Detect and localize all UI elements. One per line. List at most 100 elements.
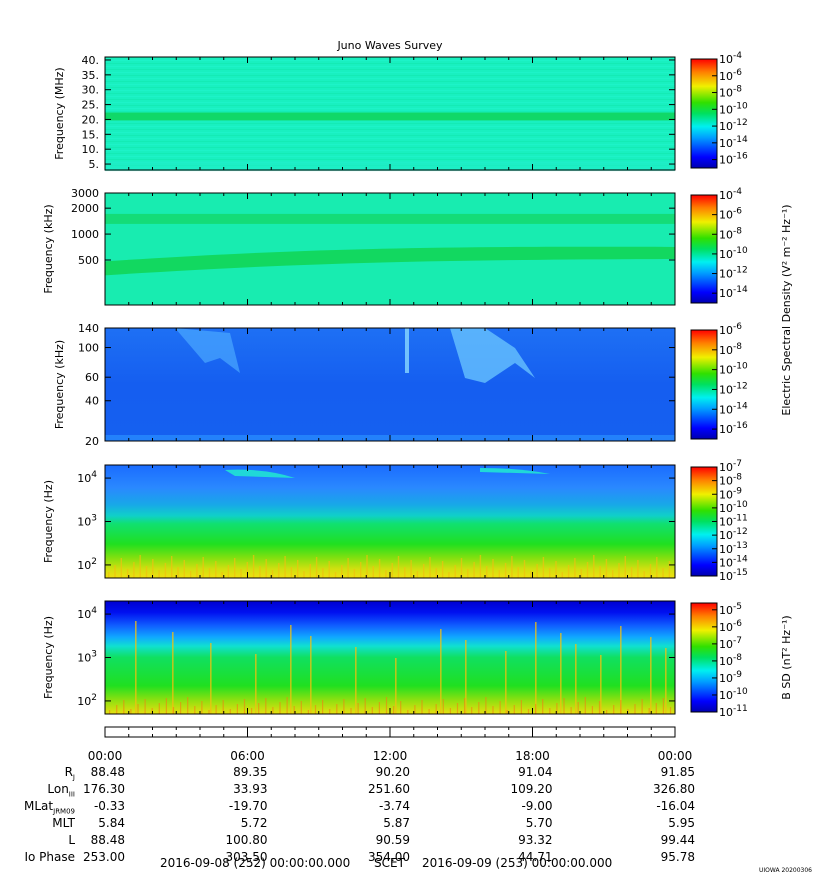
panel-4-spike [378,559,381,578]
panel-4-spike [196,564,198,578]
ephemeris-value: 91.04 [518,765,553,779]
panel-5-spike [393,706,395,714]
panel-5-spike [556,703,558,714]
colorbar-gradient [690,602,718,713]
panel-1-stripe [105,156,675,157]
panel-2-band [105,213,675,224]
ephemeris-value: 5.87 [383,816,410,830]
panel-4-spike [152,559,154,578]
panel-5-spike [265,698,267,714]
panel-4-spike [567,565,570,578]
ephemeris-value: 5.72 [240,816,268,830]
panel-5-spike [435,704,437,714]
colorbar-tick-label: 10-9 [719,670,742,685]
time-tick-label: 18:00 [515,749,550,763]
ephemeris-value: 5.95 [668,816,695,830]
panel-4-spike [391,563,393,578]
panel-1-stripe [105,75,675,76]
colorbar-tick-label: 10-7 [719,459,742,474]
colorbar-tick-label: 10-8 [719,653,742,668]
panel-5-spike [620,626,622,714]
colorbar-tick-label: 10-10 [719,687,748,702]
stamp: UIOWA 20200306 [759,867,812,874]
panel-5-spike [210,643,212,714]
y-tick-label: 35. [82,69,100,82]
panel-5-spike [137,704,139,714]
panel-5-spike [606,710,608,714]
ephemeris-label: L [68,833,75,847]
panel-4-spike [460,558,463,578]
panel-5-spike [535,704,537,714]
panel-3: 140 100 60 40 20 Frequency (kHz) 10-6 10-8 10-10… [53,322,748,448]
y-axis-label: Frequency (MHz) [53,67,66,159]
panel-5-spike [229,709,231,714]
panel-4-spike [139,555,141,578]
panel-5-spike [286,697,288,714]
y-tick-label: 102 [77,693,97,708]
panel-4-spike [498,570,500,578]
y-tick-label: 103 [77,650,97,665]
colorbar-tick-label: 10-15 [719,568,748,583]
panel-4-spike [202,557,204,578]
panel-4-spike [555,561,557,578]
panel-4-spike [536,564,538,578]
colorbar-tick-label: 10-8 [719,342,742,357]
ephemeris-value: -19.70 [228,799,268,813]
time-tick-label: 00:00 [87,749,123,763]
figure-title: Juno Waves Survey [336,39,443,52]
panel-4-spike [133,562,135,578]
panel-4-spike [322,568,324,578]
panel-1-stripe [105,84,675,85]
panel-1-stripe [105,99,675,100]
panel-4-spike [221,572,223,578]
colorbar-tick-label: 10-14 [719,285,748,300]
panel-5-spike [584,697,586,714]
panel-4-spike [467,569,469,578]
y-tick-label: 20. [82,113,100,126]
colorbar-label: Electric Spectral Density (V² m⁻² Hz⁻¹) [780,204,793,415]
panel-1-stripe [105,105,675,106]
panel-5-spike [378,702,380,714]
y-tick-label: 1000 [71,228,99,241]
panel-4-spike [252,555,255,578]
panel-5-spike [130,709,132,714]
colorbar-1: 10-4 10-6 10-810-10 10-12 10-14 10-16 [690,51,748,169]
ephemeris-value: 90.20 [375,765,410,779]
panel-1-stripe [105,144,675,145]
colorbar-3: 10-6 10-8 10-10 10-12 10-14 10-16 [690,322,748,440]
panel-4-spike [448,572,450,578]
time-tick-labels: 00:00 06:00 12:00 18:00 00:00 [0,749,815,764]
panel-5-spike [255,654,257,714]
panel-5-spike [542,699,544,714]
panel-5-spike [485,697,487,714]
y-tick-label: 40 [85,395,99,408]
panel-5-spike [570,707,572,714]
panel-1-stripe [105,72,675,73]
panel-5-spike [662,698,664,714]
panel-1-band [105,112,675,121]
panel-5-spike [293,706,295,714]
panel-5-spike [478,702,480,714]
colorbar-tick-label: 10-10 [719,500,748,515]
panel-4-spike [372,566,374,578]
y-tick-label: 500 [78,254,99,267]
y-tick-label: 2000 [71,202,99,215]
panel-1-stripe [105,132,675,133]
panel-5-spike [180,702,182,714]
colorbar-tick-label: 10-10 [719,362,748,377]
panel-5-spike [187,697,189,714]
panel-4-spike [618,563,620,578]
panel-1-stripe [105,159,675,160]
panel-4-spike [454,565,456,578]
colorbar-tick-label: 10-6 [719,322,742,337]
panel-5-spike [201,701,203,714]
panel-5-spike [665,648,667,714]
panel-5-spike [527,709,530,714]
ephemeris-row: RJ 88.48 89.35 90.20 91.04 91.85 [0,765,815,781]
panel-4-spike [656,557,658,578]
panel-5-spike [300,701,302,714]
panel-5-spike [575,644,577,714]
panel-1-stripe [105,150,675,151]
panel-5-spike [329,709,331,714]
